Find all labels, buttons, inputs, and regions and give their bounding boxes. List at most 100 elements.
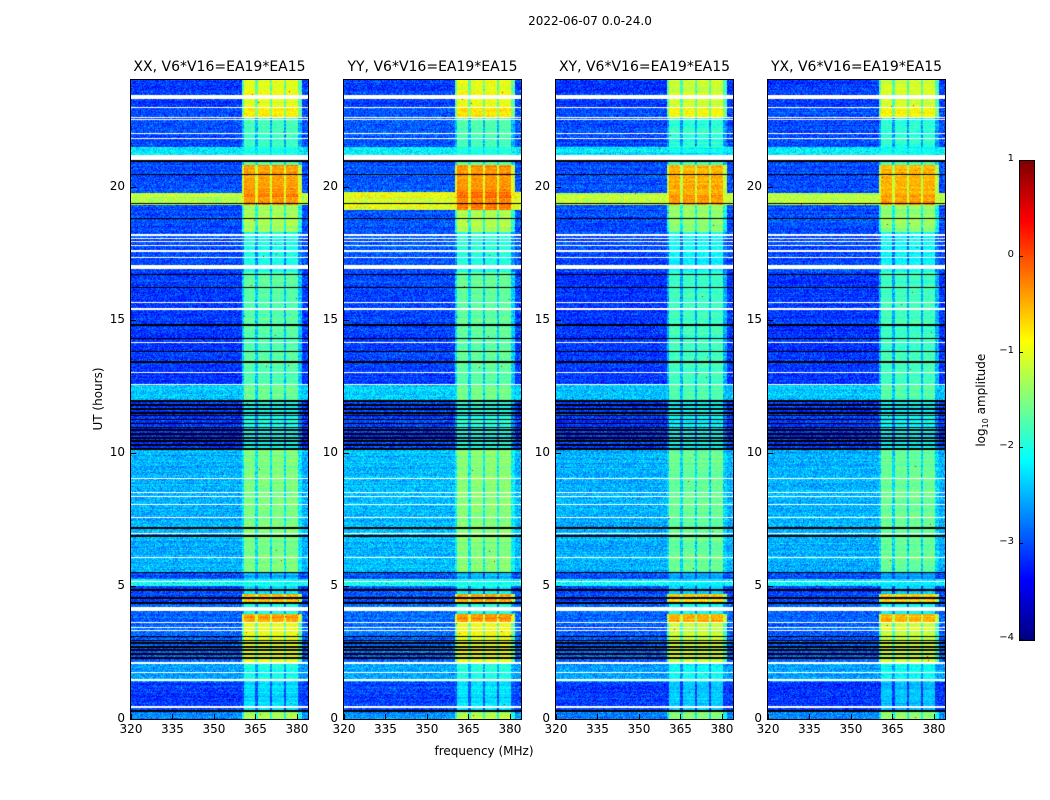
x-tick-label: 350 — [627, 722, 651, 736]
x-tick-mark — [296, 714, 298, 719]
x-tick-label: 320 — [119, 722, 143, 736]
y-tick-mark — [131, 585, 136, 587]
x-tick-label: 350 — [415, 722, 439, 736]
y-tick-mark — [344, 452, 349, 454]
figure-suptitle: 2022-06-07 0.0-24.0 — [528, 14, 652, 28]
y-tick-mark — [131, 319, 136, 321]
x-tick-label: 350 — [202, 722, 226, 736]
x-tick-label: 320 — [544, 722, 568, 736]
panel-title: YY, V6*V16=EA19*EA15 — [347, 59, 518, 75]
y-tick-mark — [556, 186, 561, 188]
x-tick-mark — [933, 714, 935, 719]
x-tick-mark — [385, 714, 387, 719]
y-tick-mark — [344, 719, 349, 720]
colorbar-tick-mark — [1019, 447, 1023, 449]
colorbar-tick-label: 0 — [1007, 248, 1014, 260]
y-tick-label: 0 — [117, 711, 125, 725]
y-tick-mark — [131, 452, 136, 454]
x-tick-label: 335 — [161, 722, 184, 736]
spectrogram-image — [768, 80, 945, 719]
x-tick-label: 365 — [244, 722, 267, 736]
y-tick-label: 10 — [746, 444, 762, 459]
x-tick-label: 320 — [756, 722, 780, 736]
x-tick-mark — [172, 714, 174, 719]
x-tick-mark — [809, 714, 811, 719]
y-tick-label: 20 — [534, 178, 550, 193]
y-tick-mark — [768, 452, 773, 454]
y-tick-label: 10 — [109, 444, 125, 459]
y-tick-mark — [768, 319, 773, 321]
panel-title: YX, V6*V16=EA19*EA15 — [770, 59, 943, 75]
x-tick-label: 350 — [839, 722, 863, 736]
colorbar-tick-mark — [1019, 255, 1023, 257]
y-tick-mark — [556, 319, 561, 321]
x-tick-mark — [131, 714, 132, 719]
y-tick-label: 5 — [542, 577, 550, 592]
x-tick-label: 380 — [498, 722, 522, 736]
x-tick-label: 320 — [332, 722, 356, 736]
x-tick-mark — [768, 714, 769, 719]
x-tick-mark — [213, 714, 215, 719]
y-tick-label: 0 — [542, 711, 550, 725]
colorbar-gradient — [1020, 161, 1034, 640]
y-tick-mark — [556, 719, 561, 720]
x-tick-mark — [638, 714, 640, 719]
x-tick-mark — [892, 714, 894, 719]
x-tick-label: 380 — [710, 722, 734, 736]
x-tick-label: 380 — [285, 722, 309, 736]
y-tick-label: 10 — [322, 444, 338, 459]
x-tick-mark — [255, 714, 257, 719]
y-tick-mark — [768, 186, 773, 188]
spectrogram-panel — [343, 79, 522, 720]
x-axis-label: frequency (MHz) — [434, 744, 534, 758]
x-tick-mark — [509, 714, 511, 719]
x-tick-label: 365 — [457, 722, 480, 736]
colorbar-label-sub: 10 — [981, 418, 991, 429]
x-tick-label: 335 — [586, 722, 609, 736]
y-tick-label: 0 — [330, 711, 338, 725]
x-tick-mark — [597, 714, 599, 719]
y-tick-label: 15 — [322, 311, 338, 326]
y-tick-label: 0 — [754, 711, 762, 725]
spectrogram-image — [344, 80, 521, 719]
colorbar-tick-label: −4 — [999, 632, 1014, 643]
x-tick-mark — [426, 714, 428, 719]
x-tick-label: 365 — [881, 722, 904, 736]
y-tick-label: 20 — [109, 178, 125, 193]
y-tick-label: 20 — [322, 178, 338, 193]
colorbar — [1019, 160, 1035, 641]
colorbar-tick-mark — [1019, 160, 1023, 161]
panel-title: XX, V6*V16=EA19*EA15 — [133, 59, 306, 75]
colorbar-label-tail: amplitude — [973, 353, 988, 419]
y-tick-label: 15 — [534, 311, 550, 326]
y-tick-mark — [344, 319, 349, 321]
x-tick-label: 335 — [374, 722, 397, 736]
x-tick-mark — [344, 714, 345, 719]
y-tick-label: 15 — [109, 311, 125, 326]
y-tick-mark — [344, 186, 349, 188]
y-tick-label: 5 — [330, 577, 338, 592]
y-tick-mark — [131, 186, 136, 188]
x-tick-mark — [468, 714, 470, 719]
y-tick-label: 10 — [534, 444, 550, 459]
x-tick-label: 335 — [798, 722, 821, 736]
colorbar-tick-mark — [1019, 351, 1023, 353]
y-tick-label: 5 — [117, 577, 125, 592]
colorbar-tick-mark — [1019, 639, 1023, 640]
spectrogram-image — [556, 80, 733, 719]
colorbar-tick-label: −1 — [999, 344, 1014, 356]
x-tick-mark — [721, 714, 723, 719]
panel-title: XY, V6*V16=EA19*EA15 — [558, 59, 731, 75]
y-tick-mark — [556, 585, 561, 587]
colorbar-tick-mark — [1019, 543, 1023, 545]
spectrogram-panel — [555, 79, 734, 720]
y-tick-mark — [344, 585, 349, 587]
colorbar-tick-label: −2 — [999, 440, 1014, 452]
y-tick-mark — [768, 585, 773, 587]
y-tick-mark — [556, 452, 561, 454]
x-tick-mark — [680, 714, 682, 719]
y-tick-mark — [131, 719, 136, 720]
colorbar-tick-label: 1 — [1007, 153, 1014, 164]
spectrogram-panel — [130, 79, 309, 720]
